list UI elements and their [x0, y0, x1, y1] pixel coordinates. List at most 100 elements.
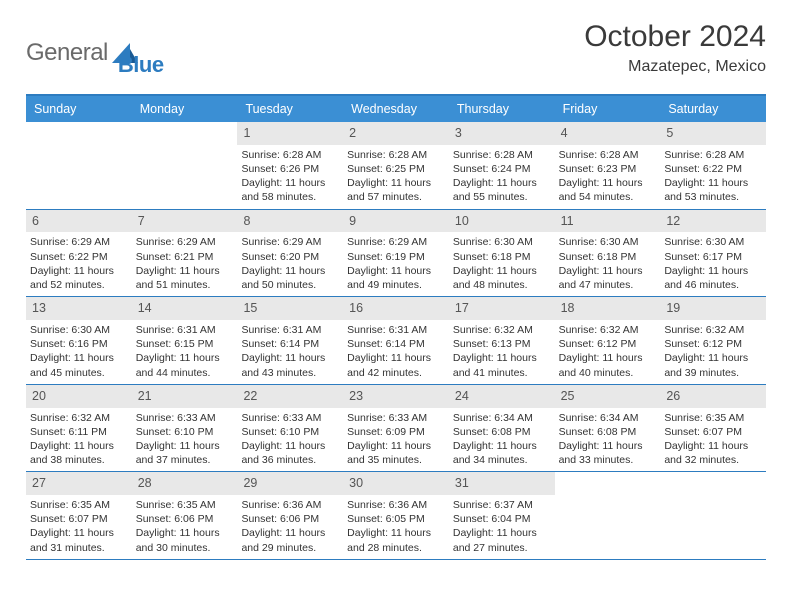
- day-cell: 19Sunrise: 6:32 AMSunset: 6:12 PMDayligh…: [660, 297, 766, 384]
- day-body: Sunrise: 6:30 AMSunset: 6:18 PMDaylight:…: [449, 232, 555, 296]
- sunset-text: Sunset: 6:09 PM: [347, 425, 445, 439]
- daylight-text: Daylight: 11 hours and 36 minutes.: [241, 439, 339, 467]
- sunset-text: Sunset: 6:18 PM: [453, 250, 551, 264]
- day-number: 1: [237, 122, 343, 145]
- sunrise-text: Sunrise: 6:32 AM: [559, 323, 657, 337]
- week-row: 1Sunrise: 6:28 AMSunset: 6:26 PMDaylight…: [26, 122, 766, 210]
- daylight-text: Daylight: 11 hours and 28 minutes.: [347, 526, 445, 554]
- day-number: 15: [237, 297, 343, 320]
- daylight-text: Daylight: 11 hours and 49 minutes.: [347, 264, 445, 292]
- sunset-text: Sunset: 6:08 PM: [559, 425, 657, 439]
- day-body: Sunrise: 6:33 AMSunset: 6:09 PMDaylight:…: [343, 408, 449, 472]
- day-cell: 8Sunrise: 6:29 AMSunset: 6:20 PMDaylight…: [237, 210, 343, 297]
- day-body: Sunrise: 6:28 AMSunset: 6:26 PMDaylight:…: [237, 145, 343, 209]
- daylight-text: Daylight: 11 hours and 38 minutes.: [30, 439, 128, 467]
- day-number: 21: [132, 385, 238, 408]
- day-number: 25: [555, 385, 661, 408]
- day-body: Sunrise: 6:35 AMSunset: 6:07 PMDaylight:…: [26, 495, 132, 559]
- sunset-text: Sunset: 6:21 PM: [136, 250, 234, 264]
- dayhead-thu: Thursday: [449, 96, 555, 122]
- day-body: Sunrise: 6:37 AMSunset: 6:04 PMDaylight:…: [449, 495, 555, 559]
- daylight-text: Daylight: 11 hours and 30 minutes.: [136, 526, 234, 554]
- daylight-text: Daylight: 11 hours and 39 minutes.: [664, 351, 762, 379]
- day-body: Sunrise: 6:28 AMSunset: 6:22 PMDaylight:…: [660, 145, 766, 209]
- day-body: Sunrise: 6:32 AMSunset: 6:12 PMDaylight:…: [555, 320, 661, 384]
- daylight-text: Daylight: 11 hours and 40 minutes.: [559, 351, 657, 379]
- sunset-text: Sunset: 6:14 PM: [241, 337, 339, 351]
- sunset-text: Sunset: 6:16 PM: [30, 337, 128, 351]
- day-cell: 23Sunrise: 6:33 AMSunset: 6:09 PMDayligh…: [343, 385, 449, 472]
- sunrise-text: Sunrise: 6:29 AM: [30, 235, 128, 249]
- day-number: 13: [26, 297, 132, 320]
- sunrise-text: Sunrise: 6:35 AM: [30, 498, 128, 512]
- sunrise-text: Sunrise: 6:34 AM: [559, 411, 657, 425]
- day-cell: 3Sunrise: 6:28 AMSunset: 6:24 PMDaylight…: [449, 122, 555, 209]
- day-number: 23: [343, 385, 449, 408]
- sunrise-text: Sunrise: 6:37 AM: [453, 498, 551, 512]
- sunrise-text: Sunrise: 6:31 AM: [241, 323, 339, 337]
- sunset-text: Sunset: 6:26 PM: [241, 162, 339, 176]
- sunset-text: Sunset: 6:19 PM: [347, 250, 445, 264]
- sunset-text: Sunset: 6:22 PM: [30, 250, 128, 264]
- sunset-text: Sunset: 6:05 PM: [347, 512, 445, 526]
- day-cell: 26Sunrise: 6:35 AMSunset: 6:07 PMDayligh…: [660, 385, 766, 472]
- sunrise-text: Sunrise: 6:29 AM: [136, 235, 234, 249]
- day-body: Sunrise: 6:32 AMSunset: 6:12 PMDaylight:…: [660, 320, 766, 384]
- daylight-text: Daylight: 11 hours and 41 minutes.: [453, 351, 551, 379]
- day-body: Sunrise: 6:35 AMSunset: 6:07 PMDaylight:…: [660, 408, 766, 472]
- day-number: 20: [26, 385, 132, 408]
- sunset-text: Sunset: 6:11 PM: [30, 425, 128, 439]
- day-cell: [555, 472, 661, 559]
- day-cell: 7Sunrise: 6:29 AMSunset: 6:21 PMDaylight…: [132, 210, 238, 297]
- day-number: 24: [449, 385, 555, 408]
- day-cell: 31Sunrise: 6:37 AMSunset: 6:04 PMDayligh…: [449, 472, 555, 559]
- calendar-grid: Sunday Monday Tuesday Wednesday Thursday…: [26, 94, 766, 560]
- sunrise-text: Sunrise: 6:29 AM: [241, 235, 339, 249]
- brand-word2: Blue: [118, 52, 164, 78]
- day-body: Sunrise: 6:35 AMSunset: 6:06 PMDaylight:…: [132, 495, 238, 559]
- daylight-text: Daylight: 11 hours and 35 minutes.: [347, 439, 445, 467]
- day-body: Sunrise: 6:31 AMSunset: 6:14 PMDaylight:…: [343, 320, 449, 384]
- sunrise-text: Sunrise: 6:30 AM: [664, 235, 762, 249]
- sunrise-text: Sunrise: 6:34 AM: [453, 411, 551, 425]
- sunset-text: Sunset: 6:10 PM: [136, 425, 234, 439]
- sunset-text: Sunset: 6:18 PM: [559, 250, 657, 264]
- day-cell: [660, 472, 766, 559]
- sunset-text: Sunset: 6:17 PM: [664, 250, 762, 264]
- dayhead-mon: Monday: [132, 96, 238, 122]
- day-body: Sunrise: 6:31 AMSunset: 6:14 PMDaylight:…: [237, 320, 343, 384]
- daylight-text: Daylight: 11 hours and 57 minutes.: [347, 176, 445, 204]
- day-cell: 20Sunrise: 6:32 AMSunset: 6:11 PMDayligh…: [26, 385, 132, 472]
- daylight-text: Daylight: 11 hours and 34 minutes.: [453, 439, 551, 467]
- day-cell: 21Sunrise: 6:33 AMSunset: 6:10 PMDayligh…: [132, 385, 238, 472]
- sunrise-text: Sunrise: 6:28 AM: [453, 148, 551, 162]
- daylight-text: Daylight: 11 hours and 37 minutes.: [136, 439, 234, 467]
- day-cell: 16Sunrise: 6:31 AMSunset: 6:14 PMDayligh…: [343, 297, 449, 384]
- week-row: 20Sunrise: 6:32 AMSunset: 6:11 PMDayligh…: [26, 385, 766, 473]
- day-body: Sunrise: 6:28 AMSunset: 6:23 PMDaylight:…: [555, 145, 661, 209]
- day-body: Sunrise: 6:29 AMSunset: 6:21 PMDaylight:…: [132, 232, 238, 296]
- sunset-text: Sunset: 6:25 PM: [347, 162, 445, 176]
- daylight-text: Daylight: 11 hours and 42 minutes.: [347, 351, 445, 379]
- sunrise-text: Sunrise: 6:32 AM: [453, 323, 551, 337]
- sunset-text: Sunset: 6:24 PM: [453, 162, 551, 176]
- sunset-text: Sunset: 6:13 PM: [453, 337, 551, 351]
- sunset-text: Sunset: 6:23 PM: [559, 162, 657, 176]
- daylight-text: Daylight: 11 hours and 45 minutes.: [30, 351, 128, 379]
- sunset-text: Sunset: 6:10 PM: [241, 425, 339, 439]
- day-number: 6: [26, 210, 132, 233]
- day-cell: 4Sunrise: 6:28 AMSunset: 6:23 PMDaylight…: [555, 122, 661, 209]
- day-body: Sunrise: 6:30 AMSunset: 6:16 PMDaylight:…: [26, 320, 132, 384]
- page-header: General Blue October 2024 Mazatepec, Mex…: [26, 20, 766, 78]
- day-body: Sunrise: 6:34 AMSunset: 6:08 PMDaylight:…: [555, 408, 661, 472]
- day-cell: [26, 122, 132, 209]
- daylight-text: Daylight: 11 hours and 51 minutes.: [136, 264, 234, 292]
- day-cell: 15Sunrise: 6:31 AMSunset: 6:14 PMDayligh…: [237, 297, 343, 384]
- day-number: 3: [449, 122, 555, 145]
- day-body: Sunrise: 6:29 AMSunset: 6:19 PMDaylight:…: [343, 232, 449, 296]
- day-cell: 9Sunrise: 6:29 AMSunset: 6:19 PMDaylight…: [343, 210, 449, 297]
- day-cell: 10Sunrise: 6:30 AMSunset: 6:18 PMDayligh…: [449, 210, 555, 297]
- day-cell: 22Sunrise: 6:33 AMSunset: 6:10 PMDayligh…: [237, 385, 343, 472]
- sunrise-text: Sunrise: 6:32 AM: [664, 323, 762, 337]
- day-body: Sunrise: 6:32 AMSunset: 6:11 PMDaylight:…: [26, 408, 132, 472]
